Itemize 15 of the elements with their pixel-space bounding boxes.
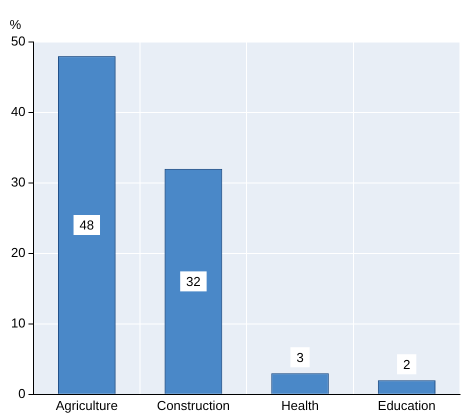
x-tick-label: Construction [156, 398, 230, 413]
y-tick-label: 40 [10, 104, 26, 120]
y-tick-label: 10 [10, 316, 26, 330]
y-tick-label: 0 [18, 386, 26, 401]
data-label: 32 [186, 274, 201, 289]
x-tick-label: Education [378, 398, 436, 413]
data-label: 2 [403, 356, 410, 372]
x-tick-label: Health [281, 398, 319, 413]
y-tick-label: 20 [10, 245, 26, 260]
y-tick-label: 50 [10, 34, 26, 49]
x-tick-label: Agriculture [56, 398, 118, 413]
data-label: 48 [80, 218, 94, 233]
y-axis-title: % [10, 17, 22, 32]
y-tick-label: 30 [10, 174, 26, 190]
data-label: 3 [296, 350, 304, 365]
